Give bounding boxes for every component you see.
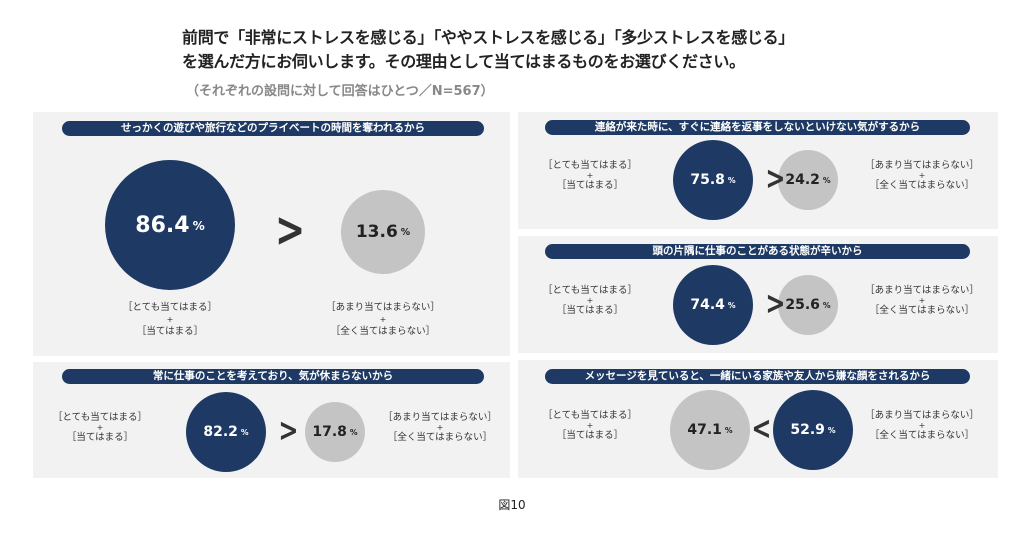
- disagree-legend: ［あまり当てはまらない］ + ［全く当てはまらない］: [383, 412, 497, 444]
- disagree-circle: 25.6%: [778, 275, 838, 335]
- plus-sign: +: [918, 171, 926, 180]
- percent-sign: %: [724, 426, 733, 436]
- question-label: せっかくの遊びや旅行などのプライベートの時間を奪われるから: [62, 121, 484, 136]
- label-line-1: ［あまり当てはまらない］: [865, 160, 979, 171]
- percent-sign: %: [192, 219, 205, 234]
- greater-than-icon: >: [275, 201, 306, 258]
- label-line-2: ［全く当てはまらない］: [869, 180, 975, 191]
- label-line-2: ［全く当てはまらない］: [869, 305, 975, 316]
- agree-legend: ［とても当てはまる］ + ［当てはまる］: [53, 412, 147, 444]
- greater-than-icon: >: [278, 411, 299, 450]
- label-line-2: ［全く当てはまらない］: [387, 432, 493, 443]
- disagree-legend: ［あまり当てはまらない］ + ［全く当てはまらない］: [865, 160, 979, 192]
- label-line-2: ［当てはまる］: [136, 326, 204, 337]
- plus-sign: +: [379, 315, 387, 324]
- disagree-legend: ［あまり当てはまらない］ + ［全く当てはまらない］: [865, 285, 979, 317]
- disagree-circle: 13.6%: [341, 190, 425, 274]
- agree-value: 74.4: [690, 297, 725, 313]
- percent-sign: %: [822, 301, 831, 311]
- plus-sign: +: [436, 423, 444, 432]
- percent-sign: %: [400, 227, 411, 239]
- agree-circle: 86.4%: [105, 160, 235, 290]
- agree-legend: ［とても当てはまる］ + ［当てはまる］: [123, 300, 217, 340]
- disagree-value: 25.6: [785, 297, 820, 313]
- percent-sign: %: [827, 426, 836, 436]
- label-line-1: ［あまり当てはまらない］: [865, 285, 979, 296]
- percent-sign: %: [727, 176, 736, 186]
- percent-sign: %: [240, 428, 249, 438]
- less-than-icon: <: [751, 409, 772, 448]
- agree-legend: ［とても当てはまる］ + ［当てはまる］: [543, 410, 637, 442]
- plus-sign: +: [918, 421, 926, 430]
- disagree-circle: 52.9%: [773, 390, 853, 470]
- percent-sign: %: [727, 301, 736, 311]
- plus-sign: +: [586, 296, 594, 305]
- disagree-circle: 17.8%: [305, 402, 365, 462]
- agree-circle: 74.4%: [673, 265, 753, 345]
- disagree-legend: ［あまり当てはまらない］ + ［全く当てはまらない］: [865, 410, 979, 442]
- plus-sign: +: [96, 423, 104, 432]
- label-line-1: ［あまり当てはまらない］: [326, 302, 440, 313]
- label-line-1: ［とても当てはまる］: [122, 302, 218, 313]
- chart-subtitle: （それぞれの設問に対して回答はひとつ／N=567）: [186, 84, 494, 99]
- agree-legend: ［とても当てはまる］ + ［当てはまる］: [543, 285, 637, 317]
- label-line-1: ［とても当てはまる］: [52, 412, 148, 423]
- plus-sign: +: [586, 171, 594, 180]
- plus-sign: +: [586, 421, 594, 430]
- greater-than-icon: >: [765, 284, 786, 323]
- plus-sign: +: [918, 296, 926, 305]
- agree-legend: ［とても当てはまる］ + ［当てはまる］: [543, 160, 637, 192]
- figure-label: 図10: [498, 498, 526, 512]
- label-line-2: ［全く当てはまらない］: [869, 430, 975, 441]
- agree-value: 82.2: [203, 424, 238, 440]
- percent-sign: %: [822, 176, 831, 186]
- disagree-value: 17.8: [312, 424, 347, 440]
- label-line-2: ［当てはまる］: [556, 180, 624, 191]
- label-line-2: ［当てはまる］: [66, 432, 134, 443]
- question-label: 連絡が来た時に、すぐに連絡を返事をしないといけない気がするから: [545, 120, 970, 135]
- agree-value: 47.1: [687, 422, 722, 438]
- agree-circle: 47.1%: [670, 390, 750, 470]
- title-line-2: を選んだ方にお伺いします。その理由として当てはまるものをお選びください。: [182, 52, 745, 71]
- label-line-1: ［あまり当てはまらない］: [383, 412, 497, 423]
- agree-circle: 75.8%: [673, 140, 753, 220]
- disagree-value: 13.6: [355, 222, 398, 242]
- disagree-value: 52.9: [790, 422, 825, 438]
- disagree-circle: 24.2%: [778, 150, 838, 210]
- chart-title: 前問で「非常にストレスを感じる」「ややストレスを感じる」「多少ストレスを感じる」…: [182, 26, 794, 74]
- label-line-2: ［当てはまる］: [556, 305, 624, 316]
- label-line-1: ［あまり当てはまらない］: [865, 410, 979, 421]
- title-line-1: 前問で「非常にストレスを感じる」「ややストレスを感じる」「多少ストレスを感じる」: [182, 28, 795, 47]
- label-line-1: ［とても当てはまる］: [542, 410, 638, 421]
- agree-circle: 82.2%: [186, 392, 266, 472]
- question-label: 頭の片隅に仕事のことがある状態が辛いから: [545, 244, 970, 259]
- agree-value: 75.8: [690, 172, 725, 188]
- label-line-1: ［とても当てはまる］: [542, 160, 638, 171]
- label-line-2: ［全く当てはまらない］: [330, 326, 436, 337]
- greater-than-icon: >: [765, 159, 786, 198]
- label-line-1: ［とても当てはまる］: [542, 285, 638, 296]
- question-label: 常に仕事のことを考えており、気が休まらないから: [62, 369, 484, 384]
- disagree-legend: ［あまり当てはまらない］ + ［全く当てはまらない］: [326, 300, 440, 340]
- agree-value: 86.4: [135, 212, 190, 238]
- label-line-2: ［当てはまる］: [556, 430, 624, 441]
- disagree-value: 24.2: [785, 172, 820, 188]
- question-label: メッセージを見ていると、一緒にいる家族や友人から嫌な顔をされるから: [545, 369, 970, 384]
- plus-sign: +: [166, 315, 174, 324]
- percent-sign: %: [349, 428, 358, 438]
